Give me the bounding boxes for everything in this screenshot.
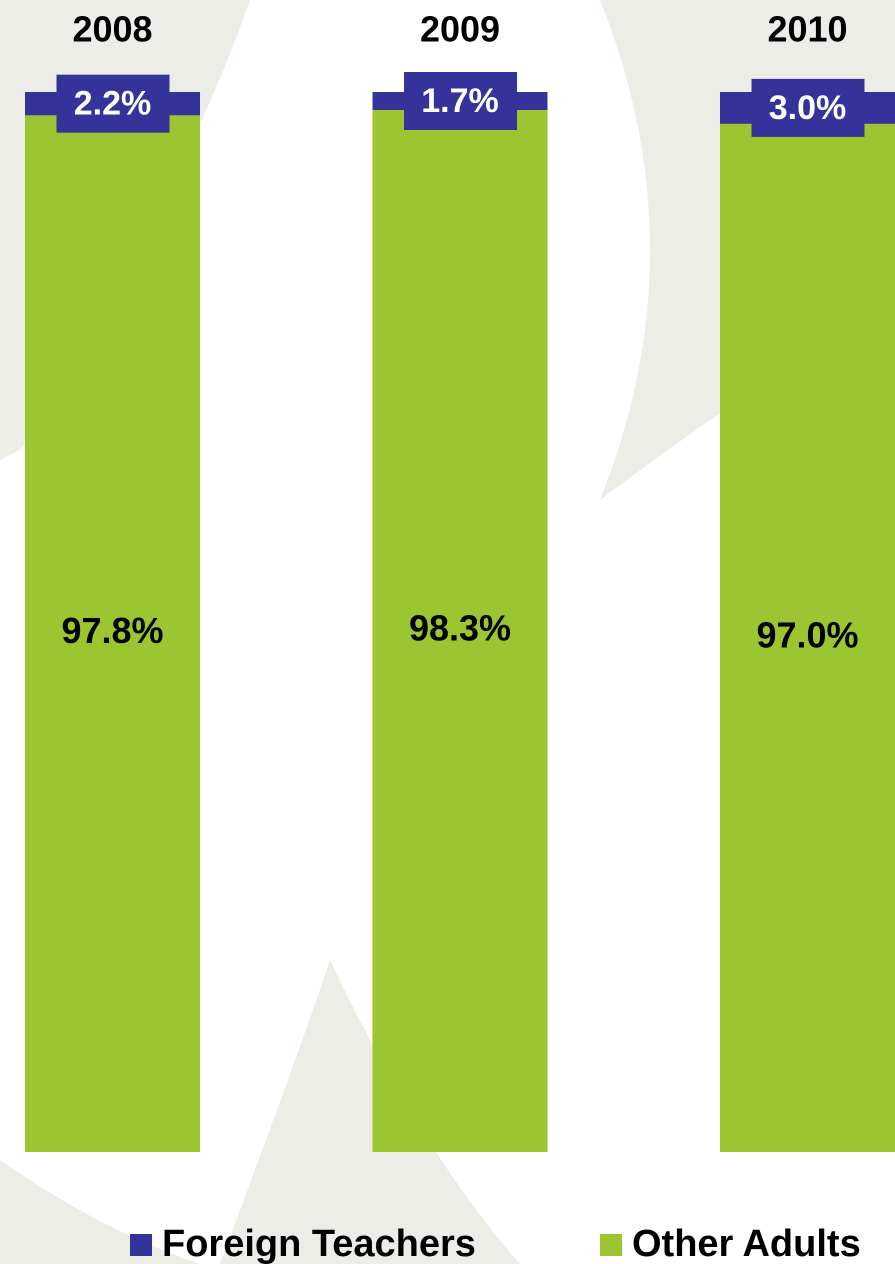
label-box <box>751 78 865 137</box>
label-box <box>56 74 170 133</box>
bg-shape <box>0 1160 200 1264</box>
legend-label: Foreign Teachers <box>162 1223 476 1264</box>
legend-label: Other Adults <box>632 1223 861 1264</box>
bg-shape <box>220 960 520 1264</box>
bar-segment <box>25 115 200 1153</box>
data-label: 97.8% <box>61 610 163 651</box>
x-tick-label: 2010 <box>767 9 847 50</box>
legend-swatch <box>600 1234 622 1256</box>
label-box <box>404 72 517 131</box>
x-tick-label: 2009 <box>420 9 500 50</box>
bar-segment <box>720 123 895 1152</box>
data-label: 98.3% <box>409 608 511 649</box>
legend-swatch <box>130 1234 152 1256</box>
data-label: 1.7% <box>421 82 499 120</box>
x-tick-label: 2008 <box>72 9 152 50</box>
bar-segment <box>372 110 548 1152</box>
data-label: 3.0% <box>769 89 847 127</box>
data-label: 97.0% <box>756 614 858 655</box>
data-label: 2.2% <box>74 85 152 123</box>
